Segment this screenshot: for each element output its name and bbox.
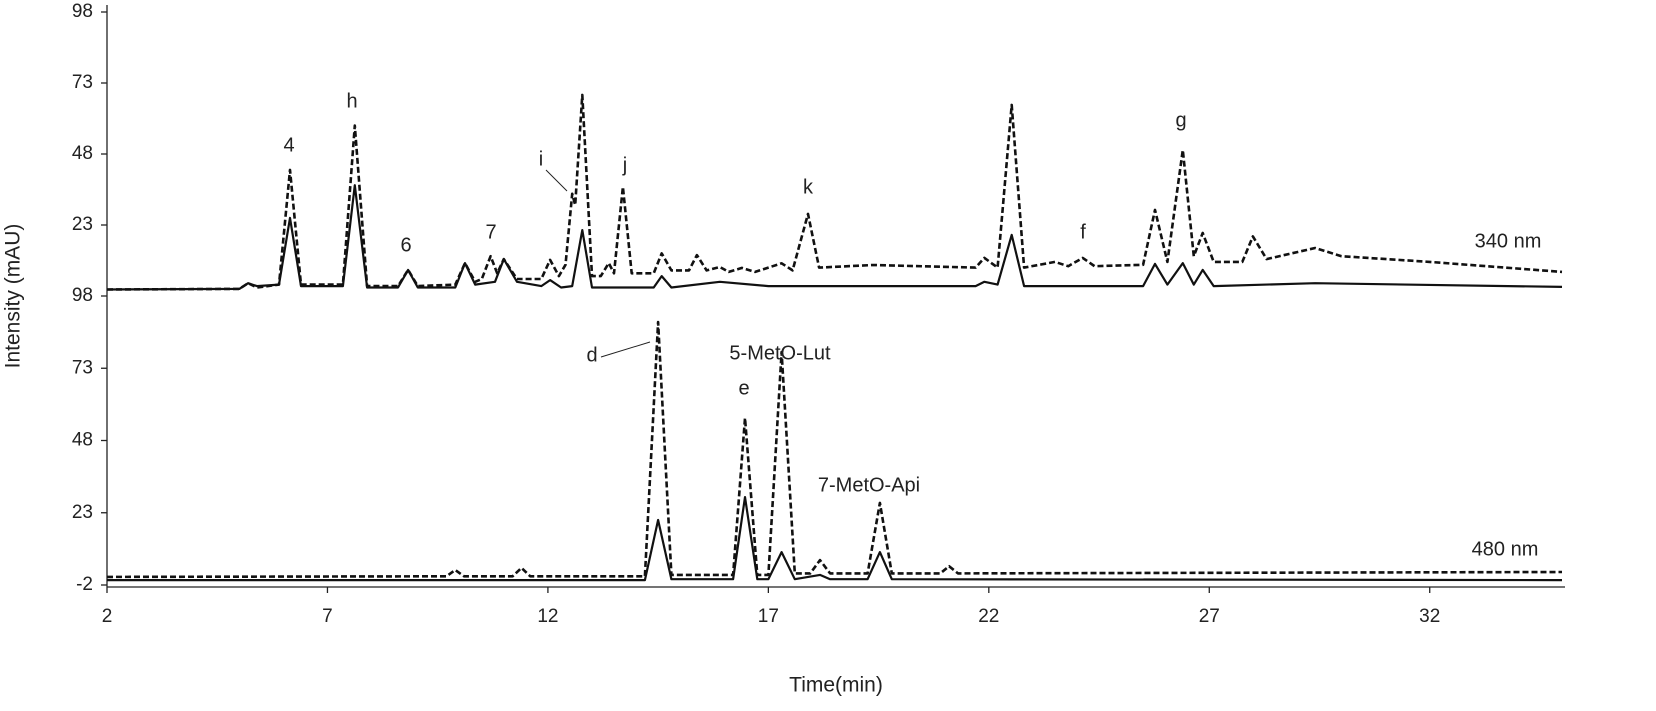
y-tick-label: 73	[72, 357, 93, 378]
x-tick-label: 32	[1419, 606, 1440, 627]
annotation: 4	[283, 134, 294, 156]
annotation: 7-MetO-Api	[818, 474, 920, 496]
annotation: 340 nm	[1475, 230, 1542, 252]
y-tick-label: 73	[72, 72, 93, 93]
y-axis-label: Intensity (mAU)	[2, 224, 25, 369]
annotation: g	[1175, 109, 1186, 131]
annotation: 7	[485, 221, 496, 243]
y-tick-label: 48	[72, 143, 93, 164]
annotation: i	[539, 148, 543, 170]
x-tick-label: 27	[1199, 606, 1220, 627]
x-tick-label: 2	[102, 606, 113, 627]
annotation: d	[586, 344, 597, 366]
chromatogram-trace	[106, 93, 1563, 291]
y-tick-label: 98	[72, 1, 93, 22]
y-tick-label: 23	[72, 502, 93, 523]
chromatogram-trace	[106, 184, 1563, 291]
chromatogram-trace	[107, 496, 1563, 582]
annotation: 6	[400, 234, 411, 256]
annotation: h	[346, 90, 357, 112]
annotation: k	[803, 176, 814, 198]
x-tick-label: 22	[978, 606, 999, 627]
y-tick-label: 48	[72, 430, 93, 451]
y-tick-label: -2	[76, 574, 93, 595]
x-axis-label: Time(min)	[789, 674, 883, 697]
annotation: f	[1080, 221, 1086, 243]
annotation: 5-MetO-Lut	[729, 342, 831, 364]
x-tick-label: 12	[537, 606, 558, 627]
y-tick-label: 98	[72, 285, 93, 306]
y-tick-label: 23	[72, 214, 93, 235]
x-tick-label: 7	[322, 606, 333, 627]
x-tick-label: 17	[758, 606, 779, 627]
leader-line	[545, 169, 568, 192]
annotation: 480 nm	[1472, 538, 1539, 560]
leader-line	[600, 341, 651, 358]
annotation: e	[738, 377, 749, 399]
chromatogram-trace	[106, 320, 1563, 579]
annotation: j	[622, 154, 627, 176]
